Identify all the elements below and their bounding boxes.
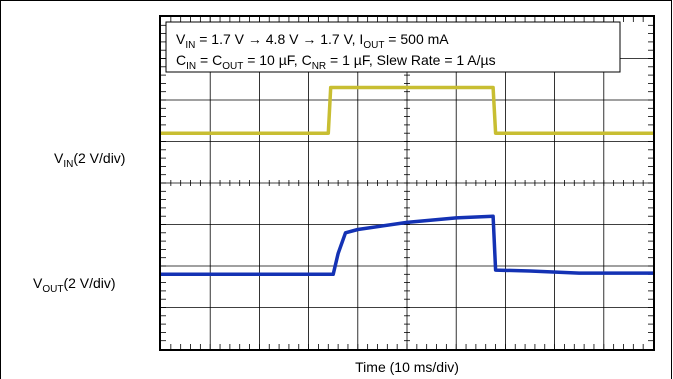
- trace-vin: [161, 85, 653, 135]
- vin-channel-label: VIN(2 V/div): [54, 150, 125, 170]
- frame-top-border: [0, 0, 672, 1]
- frame-right-border: [671, 0, 672, 379]
- annotation-box: [165, 21, 621, 73]
- annotation-line-2: CIN = COUT = 10 µF, CNR = 1 µF, Slew Rat…: [176, 52, 496, 72]
- annotation-line-1: VIN = 1.7 V → 4.8 V → 1.7 V, IOUT = 500 …: [176, 31, 449, 51]
- x-axis-label: Time (10 ms/div): [355, 359, 459, 375]
- frame-left-border: [0, 0, 1, 379]
- trace-vout: [161, 214, 653, 277]
- vout-channel-label: VOUT(2 V/div): [33, 275, 116, 295]
- traces: [161, 85, 653, 277]
